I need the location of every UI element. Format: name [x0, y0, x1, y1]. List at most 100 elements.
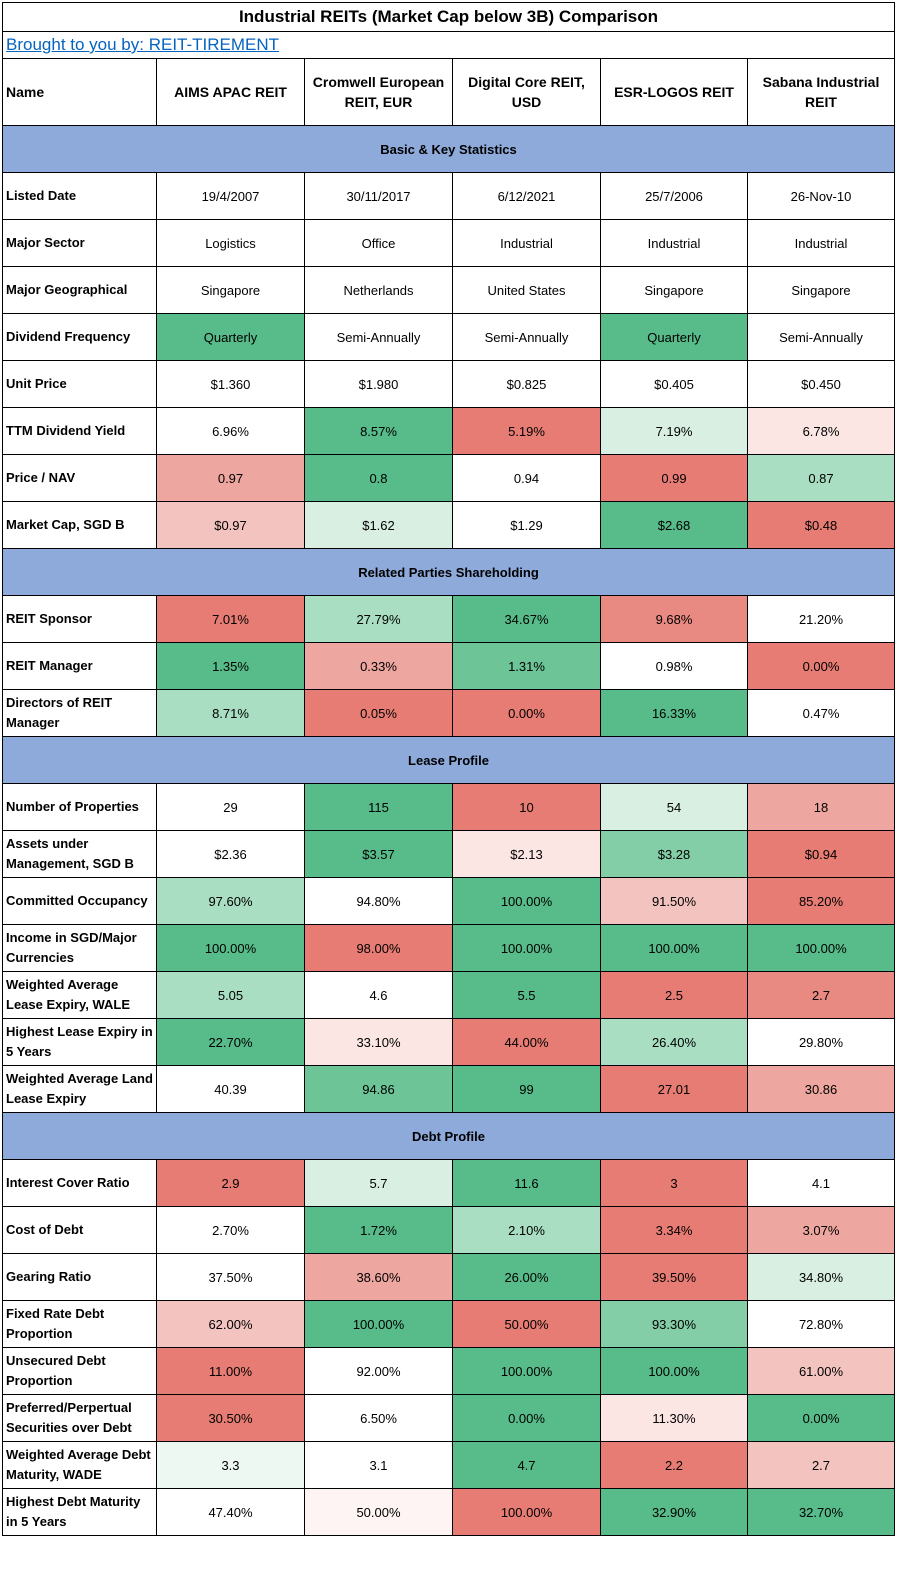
- value-cell: 1.35%: [156, 642, 305, 690]
- value-cell: 0.98%: [600, 642, 748, 690]
- value-cell: 8.71%: [156, 689, 305, 737]
- value-cell: 5.5: [452, 971, 601, 1019]
- value-cell: 3: [600, 1159, 748, 1207]
- value-cell: 100.00%: [600, 924, 748, 972]
- value-cell: $1.29: [452, 501, 601, 549]
- header-reit: AIMS APAC REIT: [156, 58, 305, 126]
- row-label: Preferred/Perpertual Securities over Deb…: [2, 1394, 157, 1442]
- value-cell: 6/12/2021: [452, 172, 601, 220]
- value-cell: Singapore: [747, 266, 895, 314]
- value-cell: 97.60%: [156, 877, 305, 925]
- value-cell: 100.00%: [156, 924, 305, 972]
- table-row: Highest Debt Maturity in 5 Years 47.40% 50…: [2, 1488, 895, 1536]
- value-cell: 9.68%: [600, 595, 748, 643]
- row-label: Directors of REIT Manager: [2, 689, 157, 737]
- value-cell: Logistics: [156, 219, 305, 267]
- value-cell: 5.19%: [452, 407, 601, 455]
- row-label: Weighted Average Lease Expiry, WALE: [2, 971, 157, 1019]
- credit-link[interactable]: Brought to you by: REIT-TIREMENT: [6, 35, 280, 54]
- row-label: Cost of Debt: [2, 1206, 157, 1254]
- value-cell: 115: [304, 783, 453, 831]
- table-row: Committed Occupancy 97.60% 94.80% 100.00% 91…: [2, 877, 895, 925]
- value-cell: $0.94: [747, 830, 895, 878]
- value-cell: $3.57: [304, 830, 453, 878]
- value-cell: 27.01: [600, 1065, 748, 1113]
- value-cell: 2.9: [156, 1159, 305, 1207]
- row-label: Gearing Ratio: [2, 1253, 157, 1301]
- table-row: Highest Lease Expiry in 5 Years 22.70% 33.…: [2, 1018, 895, 1066]
- row-label: Major Sector: [2, 219, 157, 267]
- value-cell: Semi-Annually: [304, 313, 453, 361]
- table-row: Preferred/Perpertual Securities over Deb…: [2, 1394, 895, 1442]
- row-label: Dividend Frequency: [2, 313, 157, 361]
- value-cell: 0.00%: [747, 1394, 895, 1442]
- table-title: Industrial REITs (Market Cap below 3B) C…: [2, 2, 895, 32]
- value-cell: Quarterly: [156, 313, 305, 361]
- table-row: Listed Date 19/4/2007 30/11/2017 6/12/2021 2…: [2, 172, 895, 220]
- value-cell: 11.00%: [156, 1347, 305, 1395]
- credit-cell: Brought to you by: REIT-TIREMENT: [2, 31, 895, 59]
- value-cell: 3.34%: [600, 1206, 748, 1254]
- value-cell: 11.6: [452, 1159, 601, 1207]
- section-header-row: Related Parties Shareholding: [2, 548, 895, 596]
- value-cell: 100.00%: [452, 1347, 601, 1395]
- value-cell: 30.50%: [156, 1394, 305, 1442]
- value-cell: 1.72%: [304, 1206, 453, 1254]
- value-cell: 26.40%: [600, 1018, 748, 1066]
- section-header-row: Debt Profile: [2, 1112, 895, 1160]
- value-cell: 99: [452, 1065, 601, 1113]
- value-cell: 6.78%: [747, 407, 895, 455]
- table-row: Fixed Rate Debt Proportion 62.00% 100.00% 5…: [2, 1300, 895, 1348]
- value-cell: 100.00%: [452, 877, 601, 925]
- value-cell: 6.50%: [304, 1394, 453, 1442]
- value-cell: 100.00%: [452, 924, 601, 972]
- row-label: Number of Properties: [2, 783, 157, 831]
- table-row: Major Geographical Singapore Netherlands Un…: [2, 266, 895, 314]
- value-cell: 18: [747, 783, 895, 831]
- table-row: Dividend Frequency Quarterly Semi-Annually…: [2, 313, 895, 361]
- section-title: Related Parties Shareholding: [2, 548, 895, 596]
- row-label: Income in SGD/Major Currencies: [2, 924, 157, 972]
- value-cell: $0.825: [452, 360, 601, 408]
- table-row: REIT Sponsor 7.01% 27.79% 34.67% 9.68% 21.20%: [2, 595, 895, 643]
- value-cell: 0.47%: [747, 689, 895, 737]
- value-cell: 29.80%: [747, 1018, 895, 1066]
- value-cell: Singapore: [156, 266, 305, 314]
- value-cell: 72.80%: [747, 1300, 895, 1348]
- value-cell: 30/11/2017: [304, 172, 453, 220]
- value-cell: $0.48: [747, 501, 895, 549]
- section-title: Basic & Key Statistics: [2, 125, 895, 173]
- value-cell: 0.99: [600, 454, 748, 502]
- section-header-row: Lease Profile: [2, 736, 895, 784]
- value-cell: United States: [452, 266, 601, 314]
- value-cell: 39.50%: [600, 1253, 748, 1301]
- table-row: Weighted Average Debt Maturity, WADE 3.3 3…: [2, 1441, 895, 1489]
- value-cell: 61.00%: [747, 1347, 895, 1395]
- value-cell: $0.97: [156, 501, 305, 549]
- value-cell: 2.7: [747, 1441, 895, 1489]
- value-cell: Semi-Annually: [452, 313, 601, 361]
- value-cell: 26.00%: [452, 1253, 601, 1301]
- reit-comparison-table: Industrial REITs (Market Cap below 3B) C…: [2, 2, 895, 1536]
- value-cell: 34.80%: [747, 1253, 895, 1301]
- value-cell: 50.00%: [452, 1300, 601, 1348]
- value-cell: 62.00%: [156, 1300, 305, 1348]
- value-cell: 0.87: [747, 454, 895, 502]
- table-row: Number of Properties 29 115 10 54 18: [2, 783, 895, 831]
- header-reit: Cromwell European REIT, EUR: [304, 58, 453, 126]
- table-row: Income in SGD/Major Currencies 100.00% 98.…: [2, 924, 895, 972]
- value-cell: 33.10%: [304, 1018, 453, 1066]
- value-cell: 3.1: [304, 1441, 453, 1489]
- table-row: Gearing Ratio 37.50% 38.60% 26.00% 39.50% 34.…: [2, 1253, 895, 1301]
- table-row: Major Sector Logistics Office Industrial Ind…: [2, 219, 895, 267]
- value-cell: 32.70%: [747, 1488, 895, 1536]
- value-cell: Semi-Annually: [747, 313, 895, 361]
- value-cell: 21.20%: [747, 595, 895, 643]
- value-cell: 26-Nov-10: [747, 172, 895, 220]
- value-cell: 94.80%: [304, 877, 453, 925]
- section-title: Lease Profile: [2, 736, 895, 784]
- value-cell: 3.3: [156, 1441, 305, 1489]
- row-label: Highest Debt Maturity in 5 Years: [2, 1488, 157, 1536]
- value-cell: 100.00%: [600, 1347, 748, 1395]
- value-cell: 8.57%: [304, 407, 453, 455]
